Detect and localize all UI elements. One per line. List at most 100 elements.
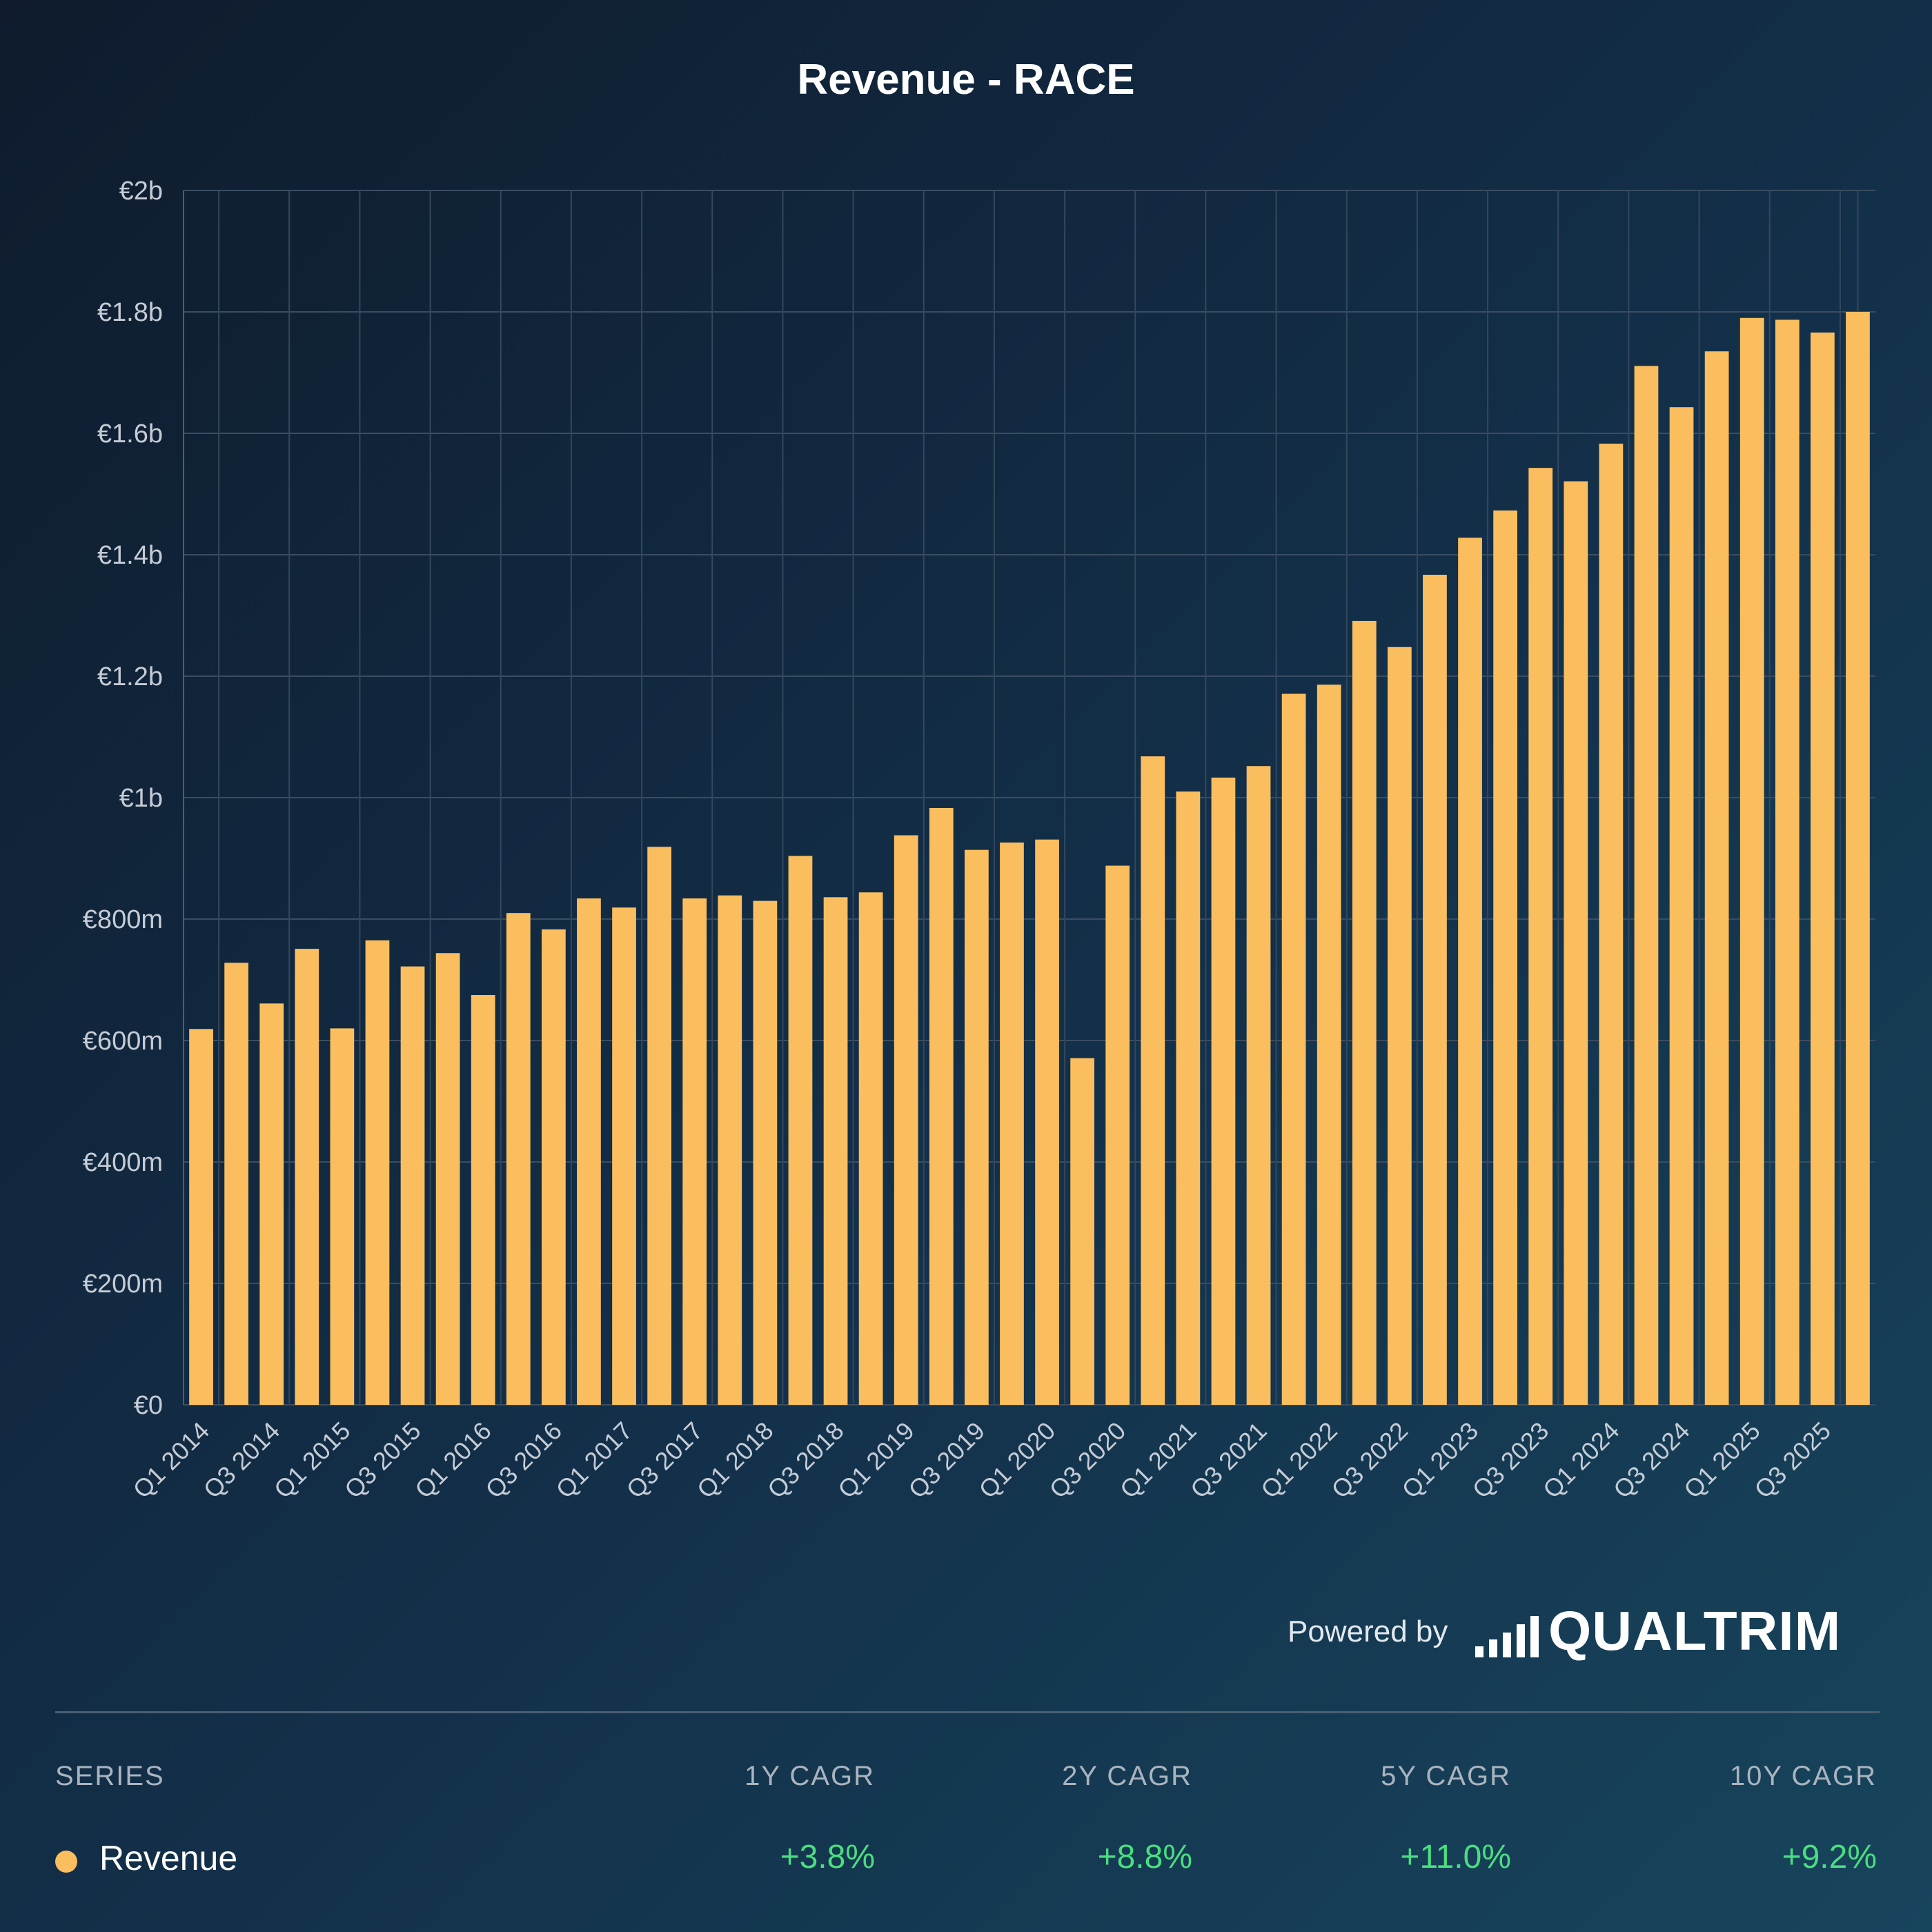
revenue-bar[interactable]: [1388, 647, 1412, 1405]
revenue-bar[interactable]: [295, 949, 319, 1405]
x-tick-label: Q3 2019: [903, 1417, 990, 1504]
y-axis-ticks: €0 €200m €400m €600m €800m €1b €1.2b €1.4b €1.6b…: [83, 177, 163, 1420]
revenue-bar[interactable]: [1281, 693, 1306, 1405]
cagr-1y-column-header: 1Y CAGR: [745, 1761, 875, 1791]
revenue-bar[interactable]: [1211, 777, 1236, 1405]
revenue-bar[interactable]: [435, 953, 460, 1405]
x-tick-label: Q3 2017: [621, 1417, 709, 1504]
y-tick-label: €1.6b: [97, 420, 163, 448]
x-tick-label: Q3 2020: [1044, 1417, 1132, 1504]
x-tick-label: Q1 2024: [1537, 1417, 1625, 1504]
revenue-bar[interactable]: [1775, 319, 1800, 1406]
x-tick-label: Q1 2025: [1678, 1417, 1766, 1504]
powered-by-label: Powered by: [1288, 1615, 1448, 1648]
bars-layer: [189, 312, 1870, 1406]
revenue-bar[interactable]: [1669, 407, 1694, 1406]
series-color-dot: [55, 1851, 77, 1873]
y-tick-label: €1.8b: [97, 298, 163, 327]
chart-title: Revenue - RACE: [797, 56, 1135, 103]
revenue-bar[interactable]: [1846, 312, 1870, 1405]
x-tick-label: Q3 2025: [1748, 1417, 1836, 1504]
revenue-bar[interactable]: [1811, 332, 1835, 1405]
revenue-bar[interactable]: [1035, 839, 1059, 1405]
y-tick-label: €0: [134, 1391, 163, 1420]
revenue-bar[interactable]: [1070, 1058, 1094, 1405]
x-tick-label: Q3 2021: [1185, 1417, 1272, 1504]
y-tick-label: €400m: [83, 1148, 163, 1177]
revenue-bar[interactable]: [365, 940, 390, 1405]
revenue-bar[interactable]: [858, 892, 883, 1405]
revenue-bar[interactable]: [1599, 443, 1624, 1406]
x-tick-label: Q1 2014: [128, 1417, 215, 1504]
revenue-bar[interactable]: [1317, 684, 1341, 1405]
revenue-bar[interactable]: [259, 1003, 284, 1405]
revenue-bar[interactable]: [224, 963, 248, 1405]
revenue-bar[interactable]: [1000, 842, 1024, 1405]
revenue-bar[interactable]: [788, 856, 813, 1405]
y-tick-label: €200m: [83, 1270, 163, 1299]
x-tick-label: Q1 2017: [551, 1417, 638, 1504]
x-tick-label: Q1 2019: [832, 1417, 920, 1504]
x-tick-label: Q3 2023: [1467, 1417, 1555, 1504]
revenue-bar[interactable]: [577, 898, 601, 1405]
revenue-bar[interactable]: [1105, 865, 1130, 1405]
y-tick-label: €2b: [119, 177, 163, 206]
revenue-bar[interactable]: [1246, 766, 1271, 1405]
revenue-bar[interactable]: [1739, 317, 1764, 1405]
x-tick-label: Q3 2022: [1325, 1417, 1413, 1504]
revenue-bar[interactable]: [823, 897, 848, 1405]
revenue-bar[interactable]: [1634, 366, 1659, 1405]
bar-chart: €0 €200m €400m €600m €800m €1b €1.2b €1.4b €1.6b…: [83, 177, 1875, 1504]
revenue-bar[interactable]: [894, 835, 918, 1405]
y-tick-label: €1b: [119, 784, 163, 813]
revenue-bar[interactable]: [682, 898, 707, 1405]
qualtrim-logo-icon: [1475, 1616, 1539, 1657]
x-tick-label: Q3 2016: [480, 1417, 567, 1504]
x-tick-label: Q1 2022: [1255, 1417, 1343, 1504]
revenue-bar[interactable]: [929, 807, 954, 1405]
x-tick-label: Q3 2024: [1608, 1417, 1695, 1504]
revenue-bar[interactable]: [1528, 468, 1553, 1406]
x-tick-label: Q3 2018: [762, 1417, 849, 1504]
revenue-bar[interactable]: [647, 847, 671, 1405]
series-column-header: SERIES: [55, 1761, 165, 1791]
revenue-bar[interactable]: [1458, 538, 1482, 1405]
revenue-bar[interactable]: [612, 907, 636, 1405]
revenue-bar[interactable]: [1493, 510, 1517, 1405]
revenue-bar[interactable]: [965, 849, 989, 1405]
cagr-10y-column-header: 10Y CAGR: [1729, 1761, 1877, 1791]
revenue-bar[interactable]: [471, 995, 495, 1405]
x-tick-label: Q1 2021: [1114, 1417, 1202, 1504]
cagr-10y-value: +9.2%: [1782, 1839, 1877, 1875]
revenue-bar[interactable]: [753, 900, 778, 1405]
revenue-bar[interactable]: [400, 966, 425, 1405]
revenue-bar[interactable]: [1704, 351, 1729, 1406]
y-tick-label: €800m: [83, 905, 163, 934]
y-tick-label: €1.2b: [97, 662, 163, 691]
qualtrim-logo[interactable]: QUALTRIM: [1548, 1600, 1842, 1662]
revenue-bar[interactable]: [718, 895, 742, 1405]
cagr-2y-value: +8.8%: [1097, 1839, 1192, 1875]
revenue-bar[interactable]: [330, 1028, 355, 1405]
revenue-bar[interactable]: [542, 929, 566, 1405]
revenue-bar[interactable]: [1141, 756, 1165, 1405]
x-tick-label: Q1 2020: [974, 1417, 1061, 1504]
x-tick-label: Q1 2018: [691, 1417, 779, 1504]
x-tick-label: Q3 2015: [339, 1417, 426, 1504]
revenue-bar[interactable]: [189, 1029, 213, 1405]
revenue-bar[interactable]: [1423, 575, 1447, 1405]
revenue-bar[interactable]: [1352, 620, 1377, 1406]
revenue-bar[interactable]: [1176, 791, 1201, 1405]
cagr-1y-value: +3.8%: [780, 1839, 875, 1875]
y-tick-label: €600m: [83, 1027, 163, 1056]
divider: [55, 1711, 1880, 1713]
cagr-5y-column-header: 5Y CAGR: [1381, 1761, 1511, 1791]
series-name: Revenue: [99, 1839, 238, 1877]
cagr-5y-value: +11.0%: [1400, 1839, 1511, 1875]
x-tick-label: Q3 2014: [198, 1417, 286, 1504]
revenue-bar[interactable]: [1564, 481, 1588, 1405]
revenue-bar[interactable]: [506, 913, 531, 1405]
cagr-2y-column-header: 2Y CAGR: [1062, 1761, 1192, 1791]
x-tick-label: Q1 2023: [1397, 1417, 1484, 1504]
